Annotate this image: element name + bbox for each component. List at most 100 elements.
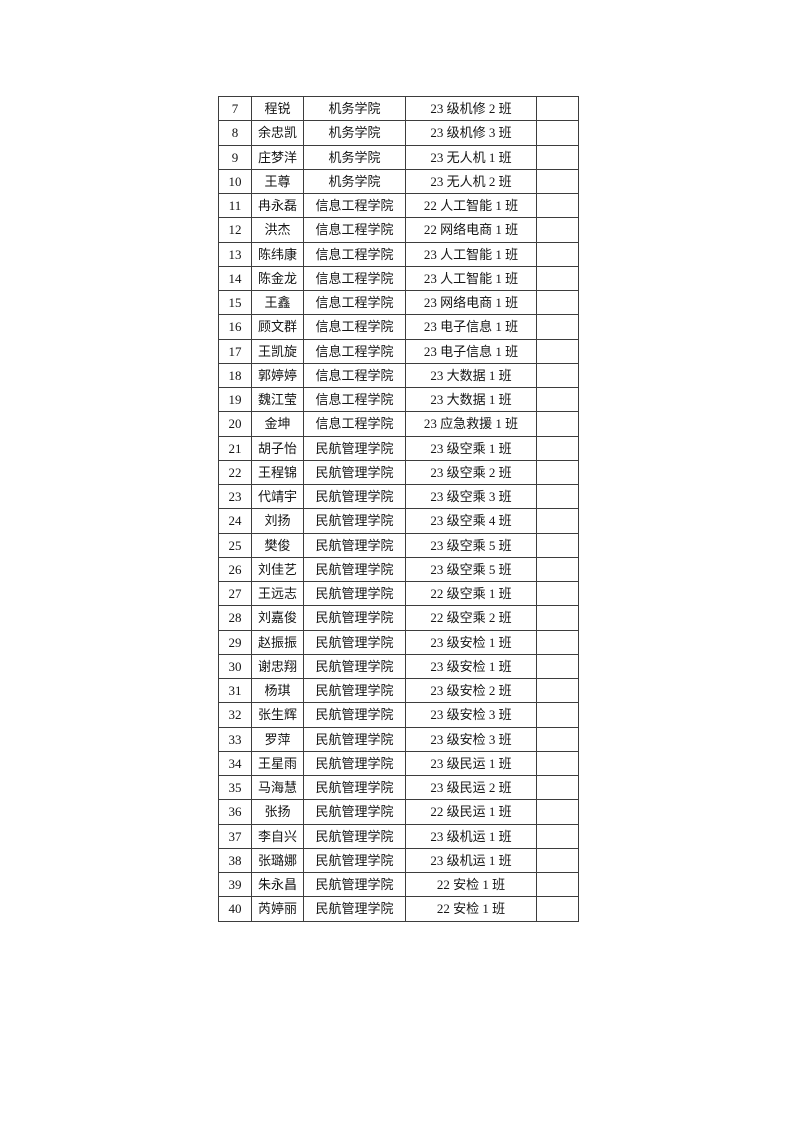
table-row: 7 程锐 机务学院 23 级机修 2 班	[218, 95, 579, 122]
table-row: 33 罗萍 民航管理学院 23 级安检 3 班	[218, 726, 579, 752]
class-cell: 23 无人机 1 班	[405, 144, 537, 170]
college-cell: 信息工程学院	[303, 217, 406, 243]
blank-cell	[536, 289, 579, 316]
student-name-cell: 代靖宇	[251, 483, 304, 510]
row-number-cell: 11	[218, 192, 252, 219]
class-cell: 23 级安检 1 班	[405, 629, 537, 655]
blank-cell	[536, 386, 579, 413]
student-name-cell: 魏江莹	[251, 386, 304, 413]
blank-cell	[536, 241, 579, 267]
table-row: 25 樊俊 民航管理学院 23 级空乘 5 班	[218, 532, 579, 558]
student-name-cell: 刘扬	[251, 508, 304, 534]
blank-cell	[536, 95, 579, 122]
class-cell: 22 网络电商 1 班	[405, 217, 537, 243]
college-cell: 民航管理学院	[303, 629, 406, 655]
student-name-cell: 王程锦	[251, 459, 304, 486]
college-cell: 民航管理学院	[303, 847, 406, 874]
college-cell: 民航管理学院	[303, 750, 406, 777]
table-row: 22 王程锦 民航管理学院 23 级空乘 2 班	[218, 459, 579, 486]
table-row: 9 庄梦洋 机务学院 23 无人机 1 班	[218, 144, 579, 170]
blank-cell	[536, 192, 579, 219]
class-cell: 23 级安检 2 班	[405, 677, 537, 704]
student-name-cell: 胡子怡	[251, 435, 304, 461]
class-cell: 23 电子信息 1 班	[405, 314, 537, 340]
student-name-cell: 王星雨	[251, 750, 304, 777]
table-row: 35 马海慧 民航管理学院 23 级民运 2 班	[218, 774, 579, 801]
college-cell: 机务学院	[303, 144, 406, 170]
college-cell: 民航管理学院	[303, 459, 406, 486]
row-number-cell: 14	[218, 265, 252, 292]
row-number-cell: 8	[218, 120, 252, 146]
blank-cell	[536, 605, 579, 631]
blank-cell	[536, 314, 579, 340]
class-cell: 23 电子信息 1 班	[405, 338, 537, 364]
student-name-cell: 王凯旋	[251, 338, 304, 364]
student-name-cell: 陈纬康	[251, 241, 304, 267]
student-name-cell: 王鑫	[251, 289, 304, 316]
blank-cell	[536, 435, 579, 461]
blank-cell	[536, 726, 579, 752]
student-name-cell: 樊俊	[251, 532, 304, 558]
college-cell: 民航管理学院	[303, 508, 406, 534]
college-cell: 机务学院	[303, 120, 406, 146]
class-cell: 23 大数据 1 班	[405, 362, 537, 389]
table-row: 19 魏江莹 信息工程学院 23 大数据 1 班	[218, 386, 579, 413]
blank-cell	[536, 459, 579, 486]
table-row: 11 冉永磊 信息工程学院 22 人工智能 1 班	[218, 192, 579, 219]
class-cell: 23 级机运 1 班	[405, 823, 537, 849]
class-cell: 23 无人机 2 班	[405, 168, 537, 195]
row-number-cell: 16	[218, 314, 252, 340]
student-name-cell: 刘嘉俊	[251, 605, 304, 631]
blank-cell	[536, 799, 579, 825]
class-cell: 22 人工智能 1 班	[405, 192, 537, 219]
student-name-cell: 张扬	[251, 799, 304, 825]
student-name-cell: 杨琪	[251, 677, 304, 704]
table-row: 14 陈金龙 信息工程学院 23 人工智能 1 班	[218, 265, 579, 292]
blank-cell	[536, 774, 579, 801]
college-cell: 信息工程学院	[303, 338, 406, 364]
college-cell: 民航管理学院	[303, 580, 406, 607]
class-cell: 23 级机运 1 班	[405, 847, 537, 874]
student-name-cell: 谢忠翔	[251, 653, 304, 680]
student-name-cell: 赵振振	[251, 629, 304, 655]
blank-cell	[536, 362, 579, 389]
student-name-cell: 余忠凯	[251, 120, 304, 146]
student-name-cell: 程锐	[251, 95, 304, 122]
blank-cell	[536, 411, 579, 437]
student-name-cell: 陈金龙	[251, 265, 304, 292]
row-number-cell: 25	[218, 532, 252, 558]
row-number-cell: 22	[218, 459, 252, 486]
table-row: 23 代靖宇 民航管理学院 23 级空乘 3 班	[218, 483, 579, 510]
row-number-cell: 26	[218, 556, 252, 583]
row-number-cell: 35	[218, 774, 252, 801]
class-cell: 22 级空乘 1 班	[405, 580, 537, 607]
college-cell: 民航管理学院	[303, 483, 406, 510]
table-row: 24 刘扬 民航管理学院 23 级空乘 4 班	[218, 508, 579, 534]
class-cell: 23 级空乘 3 班	[405, 483, 537, 510]
student-name-cell: 马海慧	[251, 774, 304, 801]
student-name-cell: 王尊	[251, 168, 304, 195]
college-cell: 民航管理学院	[303, 653, 406, 680]
row-number-cell: 28	[218, 605, 252, 631]
row-number-cell: 32	[218, 702, 252, 728]
college-cell: 民航管理学院	[303, 871, 406, 898]
student-name-cell: 王远志	[251, 580, 304, 607]
blank-cell	[536, 653, 579, 680]
table-row: 16 顾文群 信息工程学院 23 电子信息 1 班	[218, 314, 579, 340]
row-number-cell: 33	[218, 726, 252, 752]
blank-cell	[536, 629, 579, 655]
blank-cell	[536, 483, 579, 510]
college-cell: 机务学院	[303, 168, 406, 195]
class-cell: 22 级民运 1 班	[405, 799, 537, 825]
blank-cell	[536, 750, 579, 777]
blank-cell	[536, 338, 579, 364]
class-cell: 22 安检 1 班	[405, 896, 537, 922]
class-cell: 23 人工智能 1 班	[405, 241, 537, 267]
college-cell: 民航管理学院	[303, 799, 406, 825]
row-number-cell: 17	[218, 338, 252, 364]
student-name-cell: 张璐娜	[251, 847, 304, 874]
college-cell: 民航管理学院	[303, 532, 406, 558]
table-row: 39 朱永昌 民航管理学院 22 安检 1 班	[218, 871, 579, 898]
college-cell: 民航管理学院	[303, 605, 406, 631]
table-row: 29 赵振振 民航管理学院 23 级安检 1 班	[218, 629, 579, 655]
